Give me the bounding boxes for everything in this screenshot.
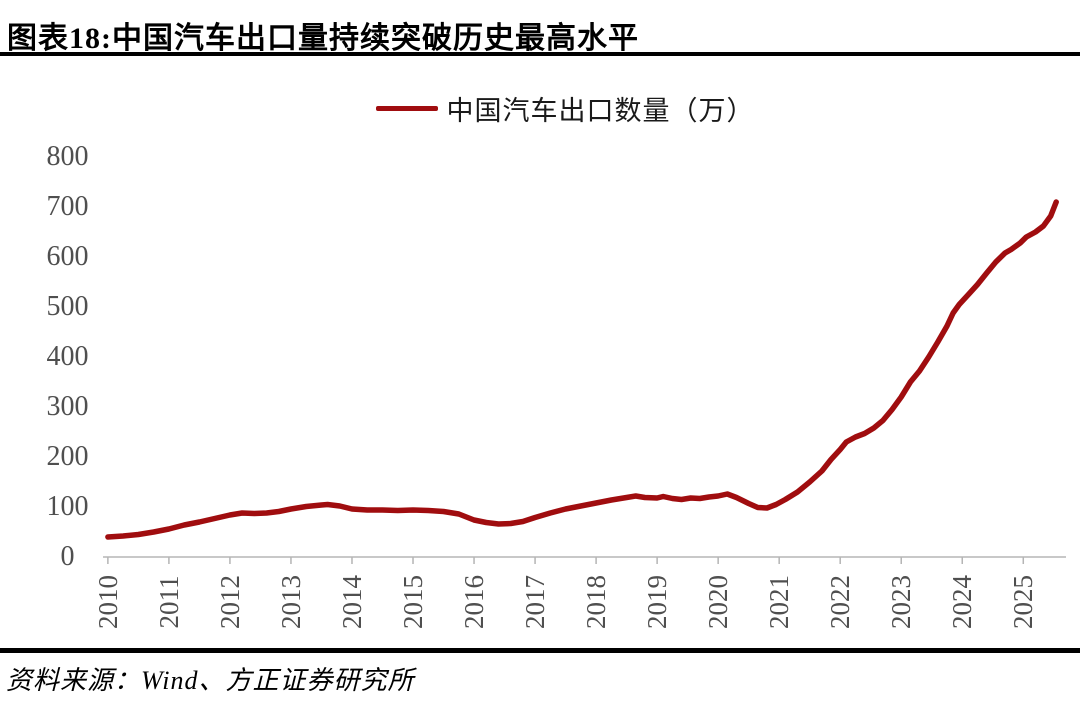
chart-title: 图表18:中国汽车出口量持续突破历史最高水平 — [7, 22, 639, 55]
y-tick-label: 600 — [46, 241, 89, 272]
chart-legend: 中国汽车出口数量（万） — [50, 92, 1080, 126]
x-tick-label: 2025 — [1008, 575, 1039, 629]
x-tick-label: 2018 — [581, 575, 612, 629]
x-tick-label: 2020 — [703, 575, 734, 629]
x-tick-label: 2022 — [825, 575, 856, 629]
y-tick-label: 800 — [46, 141, 89, 172]
y-tick-label: 200 — [46, 441, 89, 472]
x-tick-label: 2019 — [642, 575, 673, 629]
x-tick-label: 2023 — [886, 575, 917, 629]
x-tick-label: 2017 — [520, 575, 551, 629]
export-volume-line-series — [105, 199, 1059, 540]
x-tick-label: 2015 — [398, 575, 428, 629]
legend-label: 中国汽车出口数量（万） — [446, 95, 755, 126]
title-divider-rule — [0, 52, 1080, 56]
x-axis-tick-marks — [107, 557, 1025, 564]
y-tick-label: 300 — [46, 391, 89, 422]
footer-divider-rule — [0, 648, 1080, 653]
legend-line-swatch — [375, 105, 438, 111]
x-tick-label: 2014 — [336, 575, 367, 629]
x-tick-label: 2012 — [214, 575, 245, 629]
data-source-note: 资料来源：Wind、方正证券研究所 — [6, 666, 415, 695]
x-tick-label: 2010 — [92, 575, 123, 629]
y-tick-label: 400 — [46, 341, 89, 372]
y-tick-label: 100 — [46, 491, 89, 522]
y-tick-label: 500 — [46, 291, 89, 322]
x-tick-label: 2021 — [764, 575, 795, 629]
x-tick-label: 2024 — [947, 575, 978, 629]
x-tick-label: 2016 — [459, 575, 490, 629]
x-tick-label: 2011 — [153, 575, 184, 629]
x-tick-label: 2013 — [275, 575, 306, 629]
y-tick-label: 0 — [60, 541, 75, 572]
y-tick-label: 700 — [46, 191, 89, 222]
